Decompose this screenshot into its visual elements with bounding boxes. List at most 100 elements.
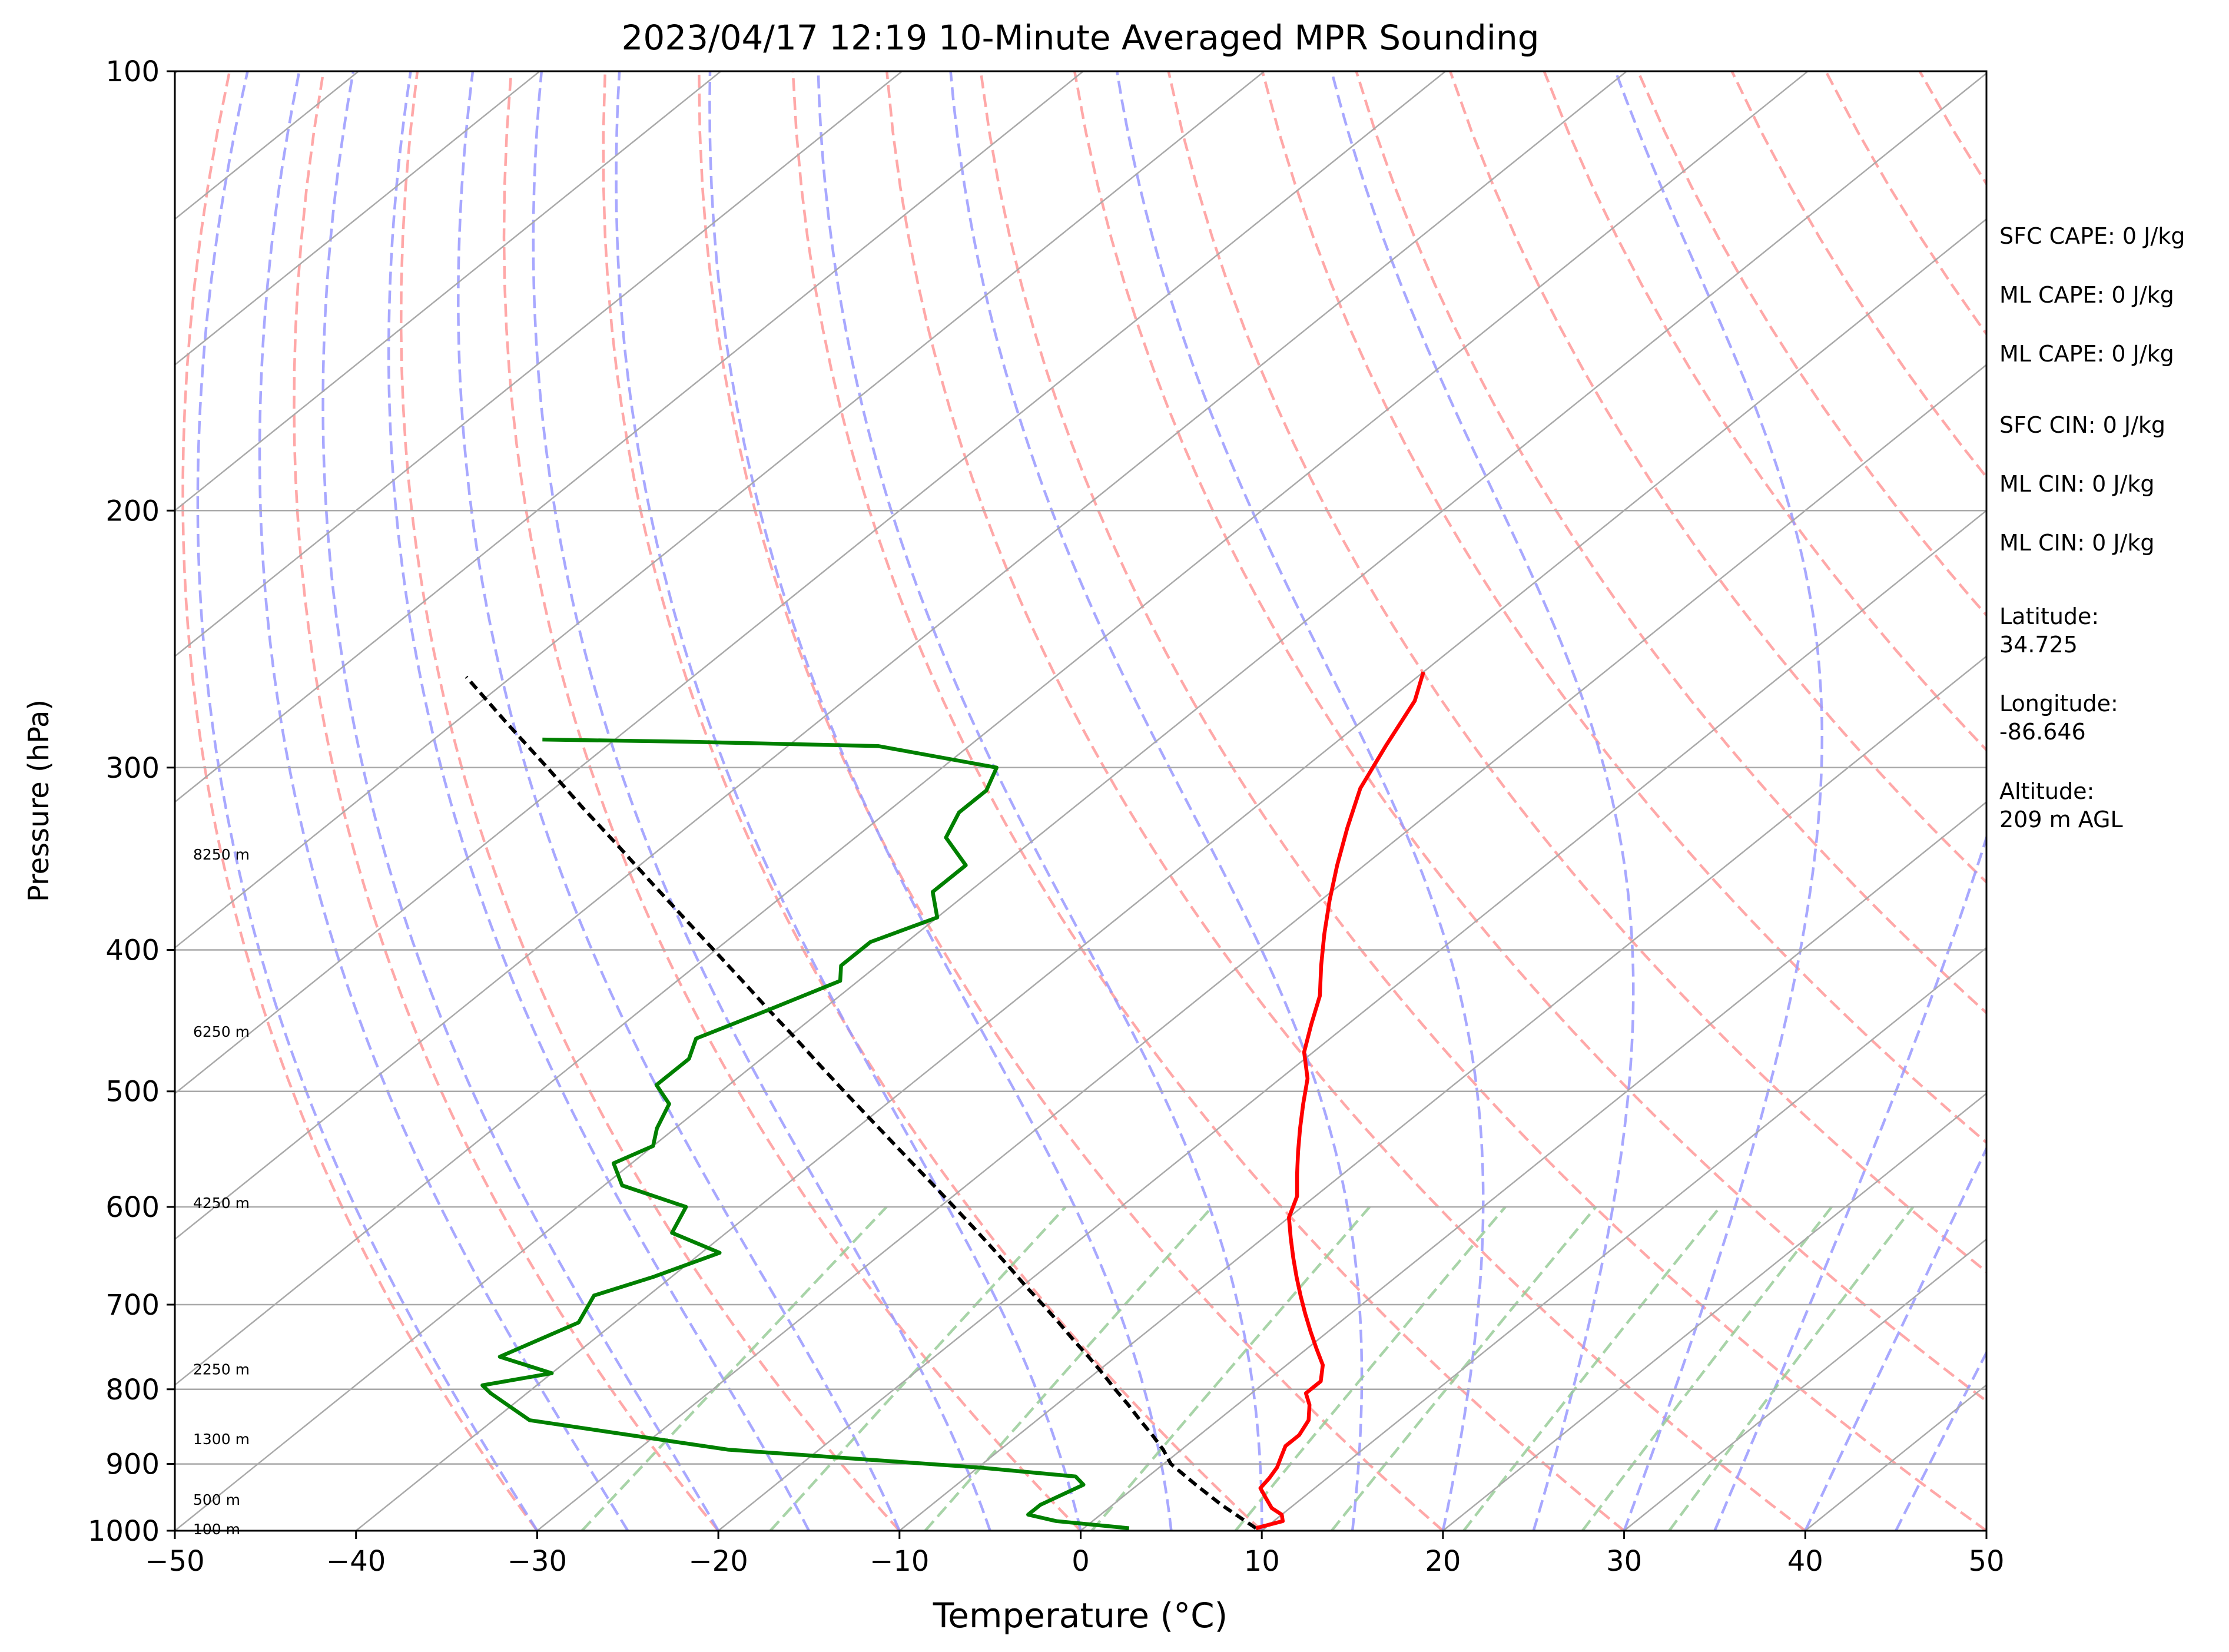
x-tick-label: 10: [1244, 1545, 1280, 1578]
x-tick-label: −20: [688, 1545, 748, 1578]
longitude-value: -86.646: [1999, 719, 2086, 745]
dry-adiabat-line: [1543, 71, 1986, 752]
x-tick-label: 50: [1968, 1545, 2004, 1578]
moist-adiabat-line: [1804, 1145, 1986, 1531]
y-tick-label: 700: [105, 1289, 160, 1322]
dry-adiabat-line: [885, 71, 1806, 1531]
dry-adiabat-line: [1073, 71, 1986, 1403]
moist-adiabat-line: [387, 71, 810, 1531]
y-tick-label: 800: [105, 1374, 160, 1406]
height-label: 500 m: [193, 1491, 240, 1508]
ml-cin-text-2: ML CIN: 0 J/kg: [1999, 530, 2154, 556]
height-label: 6250 m: [193, 1023, 250, 1040]
isotherm-line: [175, 71, 540, 366]
moist-adiabat-line: [949, 71, 1364, 1531]
y-tick-label: 1000: [88, 1515, 160, 1548]
dry-adiabat-line: [791, 71, 1626, 1531]
moist-adiabat-line: [321, 71, 720, 1531]
dry-adiabat-line: [602, 71, 1263, 1531]
isotherm-line: [536, 364, 1986, 1531]
altitude-value: 209 m AGL: [1999, 807, 2123, 832]
isotherm-line: [1623, 1238, 1986, 1531]
x-tick-label: 20: [1425, 1545, 1461, 1578]
x-tick-label: 40: [1787, 1545, 1823, 1578]
dry-adiabat-line: [181, 71, 539, 1531]
isotherm-line: [175, 71, 903, 658]
dewpoint-profile-line: [480, 737, 1130, 1530]
latitude-label: Latitude:: [1999, 603, 2099, 629]
y-tick-label: 900: [105, 1448, 160, 1481]
moist-adiabat-line: [615, 71, 1082, 1531]
x-tick-label: 0: [1072, 1545, 1090, 1578]
x-tick-label: −10: [870, 1545, 929, 1578]
height-labels: 100 m 500 m 1300 m 2250 m 4250 m 6250 m 8250 m: [193, 846, 250, 1538]
x-tick-label: 30: [1606, 1545, 1642, 1578]
ml-cin-text: ML CIN: 0 J/kg: [1999, 471, 2154, 497]
height-label: 8250 m: [193, 846, 250, 863]
moist-adiabat-line: [1895, 1349, 1986, 1531]
height-label: 100 m: [193, 1521, 240, 1538]
dry-adiabat-line: [399, 71, 901, 1531]
sfc-cin-text: SFC CIN: 0 J/kg: [1999, 412, 2165, 438]
isotherm-line: [1080, 801, 1986, 1531]
y-tick-label: 400: [105, 934, 160, 967]
sounding-profiles: [465, 671, 1425, 1530]
moist-adiabat-line: [708, 71, 1173, 1531]
isotherm-line: [175, 71, 1627, 1240]
chart-title: 2023/04/17 12:19 10-Minute Averaged MPR …: [621, 18, 1539, 58]
ml-cape-text: ML CAPE: 0 J/kg: [1999, 282, 2174, 308]
isotherm-line: [175, 71, 722, 512]
info-panel: SFC CAPE: 0 J/kg ML CAPE: 0 J/kg ML CAPE…: [1999, 223, 2185, 832]
sfc-cape-text: SFC CAPE: 0 J/kg: [1999, 223, 2185, 249]
x-tick-label: −40: [326, 1545, 386, 1578]
height-label: 4250 m: [193, 1195, 250, 1212]
isotherm-line: [899, 655, 1986, 1531]
y-tick-label: 500: [105, 1076, 160, 1109]
longitude-label: Longitude:: [1999, 691, 2118, 716]
moist-adiabat-line: [457, 71, 901, 1531]
moist-adiabat-line: [196, 71, 539, 1531]
ml-cape-text-2: ML CAPE: 0 J/kg: [1999, 341, 2174, 367]
height-label: 2250 m: [193, 1361, 250, 1378]
moist-adiabat-line: [1330, 71, 1635, 1531]
pressure-grid: [175, 71, 1986, 1531]
mixing-ratio-line: [1234, 1206, 1507, 1531]
isotherm-line: [175, 71, 1265, 949]
y-tick-label: 200: [105, 495, 160, 528]
dry-adiabat-line: [502, 71, 1082, 1531]
isotherm-line: [175, 71, 1447, 1094]
altitude-label: Altitude:: [1999, 778, 2094, 804]
isotherm-line: [175, 71, 1809, 1386]
isotherm-line: [1261, 947, 1986, 1531]
y-tick-label: 600: [105, 1191, 160, 1224]
x-tick-label: −30: [508, 1545, 567, 1578]
x-axis-label: Temperature (°C): [933, 1595, 1228, 1636]
isotherm-line: [718, 509, 1986, 1531]
y-axis-ticks: 100 200 300 400 500 600 700 800 900 1000: [88, 55, 175, 1548]
parcel-profile-line: [465, 675, 1257, 1530]
isotherm-lines: [175, 71, 1986, 1531]
moist-adiabat-line: [258, 71, 629, 1531]
dry-adiabat-line: [979, 71, 1986, 1531]
latitude-value: 34.725: [1999, 632, 2078, 658]
x-tick-label: −50: [145, 1545, 204, 1578]
dry-adiabat-line: [293, 71, 719, 1531]
y-tick-label: 100: [105, 55, 160, 88]
isotherm-line: [1442, 1092, 1986, 1531]
isotherm-line: [175, 72, 1986, 1531]
moist-adiabat-line: [532, 71, 991, 1531]
isotherm-line: [175, 71, 1084, 803]
y-axis-label: Pressure (hPa): [22, 699, 55, 902]
height-label: 1300 m: [193, 1431, 250, 1448]
dry-adiabat-line: [1261, 71, 1986, 1145]
isotherm-line: [355, 218, 1986, 1531]
dry-adiabat-line: [1355, 71, 1986, 1015]
y-tick-label: 300: [105, 752, 160, 785]
temperature-profile-line: [1255, 671, 1425, 1530]
dry-adiabat-line: [698, 71, 1444, 1531]
moist-adiabat-line: [1614, 71, 1824, 1531]
mixing-ratio-line: [1090, 1206, 1371, 1531]
x-axis-ticks: −50 −40 −30 −20 −10 0 10 20 30 40 50: [145, 1531, 2005, 1578]
dry-adiabat-line: [1167, 71, 1986, 1273]
